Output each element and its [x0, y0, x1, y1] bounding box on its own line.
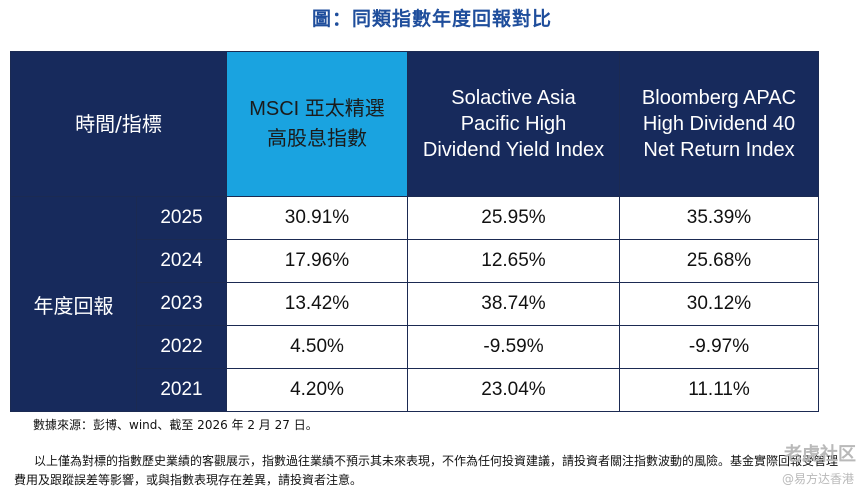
community-logo: 老虎社区	[784, 444, 856, 465]
value-cell: 38.74%	[407, 282, 620, 326]
value-cell: 25.68%	[619, 239, 819, 283]
value-cell: 35.39%	[619, 196, 819, 240]
year-cell: 2024	[136, 239, 227, 283]
year-cell: 2023	[136, 282, 227, 326]
data-source-note: 數據來源：彭博、wind、截至 2026 年 2 月 27 日。	[33, 418, 318, 432]
table-row: 2024 17.96% 12.65% 25.68%	[11, 239, 819, 283]
table-row: 2022 4.50% -9.59% -9.97%	[11, 325, 819, 369]
column-header-solactive: Solactive Asia Pacific High Dividend Yie…	[407, 51, 620, 197]
value-cell: 12.65%	[407, 239, 620, 283]
value-cell: 4.50%	[226, 325, 408, 369]
corner-header: 時間/指標	[10, 51, 227, 197]
value-cell: 11.11%	[619, 368, 819, 412]
value-cell: 23.04%	[407, 368, 620, 412]
table-row: 2023 13.42% 38.74% 30.12%	[11, 282, 819, 326]
column-header-msci: MSCI 亞太精選 高股息指數	[226, 51, 408, 197]
table-row: 年度回報 2025 30.91% 25.95% 35.39%	[10, 196, 819, 412]
value-cell: 30.12%	[619, 282, 819, 326]
disclaimer-text: 以上僅為對標的指數歷史業績的客觀展示，指數過往業績不預示其未來表現，不作為任何投…	[14, 454, 839, 487]
value-cell: -9.59%	[407, 325, 620, 369]
year-cell: 2021	[136, 368, 227, 412]
table-row: 2021 4.20% 23.04% 11.11%	[11, 368, 819, 412]
value-cell: 4.20%	[226, 368, 408, 412]
value-cell: 13.42%	[226, 282, 408, 326]
row-group-label: 年度回報	[10, 196, 137, 412]
year-cell: 2025	[136, 196, 227, 240]
column-header-bloomberg: Bloomberg APAC High Dividend 40 Net Retu…	[619, 51, 819, 197]
value-cell: 30.91%	[226, 196, 408, 240]
value-cell: -9.97%	[619, 325, 819, 369]
returns-table: 時間/指標 MSCI 亞太精選 高股息指數 Solactive Asia Pac…	[10, 51, 819, 412]
table-header-row: 時間/指標 MSCI 亞太精選 高股息指數 Solactive Asia Pac…	[10, 51, 819, 197]
year-cell: 2022	[136, 325, 227, 369]
value-cell: 17.96%	[226, 239, 408, 283]
publisher-handle: @易方达香港	[781, 472, 854, 486]
page-title: 圖：同類指數年度回報對比	[311, 8, 552, 30]
value-cell: 25.95%	[407, 196, 620, 240]
